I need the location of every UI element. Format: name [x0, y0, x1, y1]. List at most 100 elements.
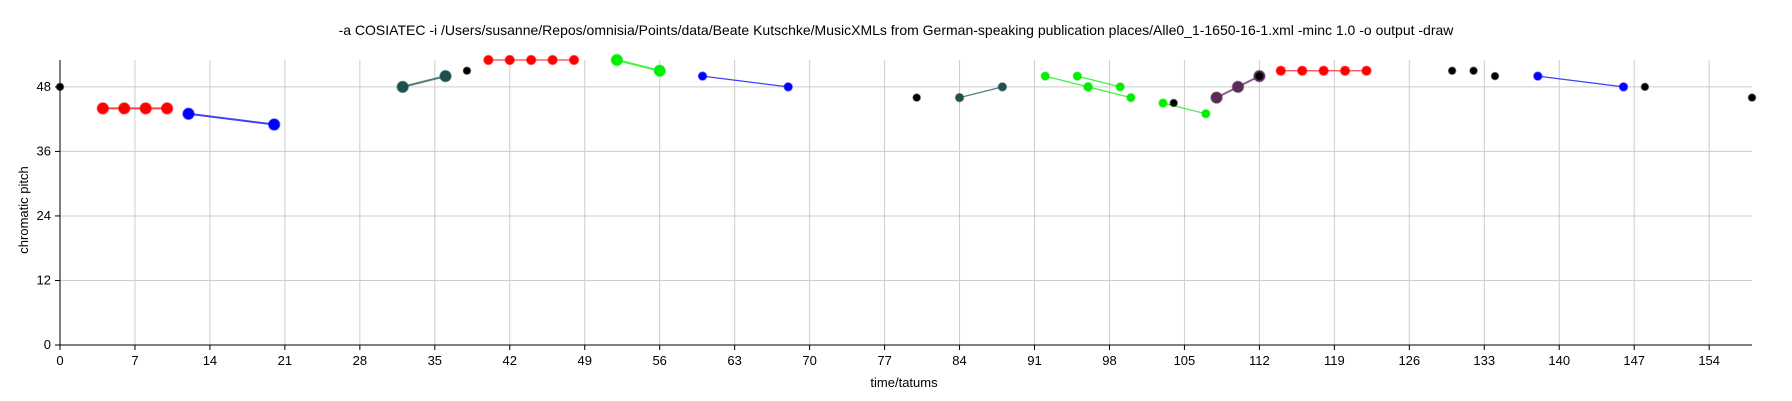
x-tick-label: 0 — [56, 353, 63, 368]
x-tick-label: 91 — [1027, 353, 1041, 368]
data-point — [1231, 80, 1245, 94]
x-tick-label: 98 — [1102, 353, 1116, 368]
x-axis-label: time/tatums — [870, 375, 938, 390]
data-point — [439, 69, 452, 83]
data-point — [1169, 98, 1178, 108]
data-point — [96, 102, 110, 115]
pattern-green — [610, 53, 666, 78]
x-tick-label: 70 — [802, 353, 816, 368]
data-point — [954, 92, 965, 103]
x-tick-label: 105 — [1174, 353, 1196, 368]
data-point — [1083, 82, 1093, 92]
data-point — [547, 54, 558, 66]
x-tick-label: 28 — [353, 353, 367, 368]
data-point — [1210, 91, 1223, 104]
data-point — [1255, 71, 1264, 81]
x-tick-label: 7 — [131, 353, 138, 368]
data-point — [504, 54, 516, 66]
pattern-black — [1169, 98, 1178, 108]
data-point — [1126, 92, 1136, 103]
pattern-black — [1447, 66, 1457, 76]
pattern-red — [483, 54, 580, 66]
pattern-black — [1747, 93, 1757, 102]
data-point — [1469, 66, 1478, 76]
data-point — [1158, 98, 1168, 108]
pattern-line — [1537, 75, 1624, 88]
data-point — [160, 102, 174, 115]
pattern-black — [55, 82, 65, 92]
pattern-red — [96, 102, 174, 115]
pattern-red — [1275, 65, 1372, 77]
data-point — [1201, 109, 1211, 119]
data-point — [462, 66, 472, 76]
x-tick-label: 126 — [1398, 353, 1420, 368]
data-point — [1447, 66, 1457, 76]
pattern-blue — [182, 107, 281, 131]
x-tick-label: 140 — [1548, 353, 1570, 368]
data-point — [912, 93, 921, 102]
pattern-line — [1077, 75, 1121, 88]
grid-layer — [60, 60, 1752, 345]
data-point — [1640, 82, 1650, 92]
pattern-black — [1255, 71, 1264, 81]
y-tick-label: 48 — [37, 79, 51, 94]
x-tick-label: 56 — [652, 353, 666, 368]
chart-title: -a COSIATEC -i /Users/susanne/Repos/omni… — [339, 22, 1455, 38]
data-point — [783, 82, 793, 92]
pattern-blue — [697, 71, 793, 92]
x-tick-label: 112 — [1249, 353, 1270, 368]
data-point — [118, 102, 131, 115]
data-point — [1318, 65, 1329, 77]
pattern-line — [402, 75, 446, 88]
data-point — [653, 64, 666, 78]
data-point — [1618, 82, 1629, 92]
data-point — [568, 54, 580, 66]
pattern-teal — [954, 82, 1008, 103]
pattern-line — [1087, 86, 1132, 99]
y-tick-label: 12 — [37, 272, 51, 287]
data-point — [997, 82, 1008, 92]
pattern-line — [702, 75, 789, 88]
x-tick-label: 35 — [428, 353, 442, 368]
data-point — [1296, 65, 1308, 77]
pattern-line — [1045, 75, 1089, 88]
axis-layer — [55, 60, 1752, 350]
x-tick-label: 21 — [278, 353, 292, 368]
pattern-black — [462, 66, 472, 76]
data-point — [182, 107, 195, 121]
pattern-black — [1640, 82, 1650, 92]
x-tick-label: 84 — [952, 353, 966, 368]
pattern-teal — [396, 69, 452, 94]
series-layer — [55, 53, 1757, 131]
x-tick-label: 14 — [203, 353, 217, 368]
data-point — [1040, 71, 1050, 81]
y-tick-label: 24 — [37, 208, 51, 223]
data-point — [1361, 65, 1372, 77]
data-point — [610, 53, 624, 67]
pattern-line — [188, 112, 275, 126]
x-tick-label: 49 — [577, 353, 591, 368]
x-tick-label: 63 — [727, 353, 741, 368]
x-tick-label: 147 — [1623, 353, 1645, 368]
pattern-black — [912, 93, 921, 102]
x-tick-label: 154 — [1698, 353, 1720, 368]
data-point — [1115, 82, 1125, 92]
data-point — [1533, 71, 1543, 81]
data-point — [1275, 65, 1287, 77]
data-point — [267, 118, 281, 131]
pattern-line — [616, 59, 660, 72]
x-tick-label: 133 — [1473, 353, 1495, 368]
pattern-green — [1072, 71, 1125, 92]
data-point — [1490, 71, 1500, 81]
pattern-black — [1469, 66, 1478, 76]
x-tick-label: 119 — [1324, 353, 1345, 368]
data-point — [55, 82, 65, 92]
pattern-black — [1490, 71, 1500, 81]
pattern-blue — [1533, 71, 1629, 92]
data-point — [1072, 71, 1083, 81]
data-point — [697, 71, 708, 81]
y-tick-label: 36 — [37, 143, 51, 158]
tick-label-layer: 0 7 14 21 28 35 42 49 56 63 70 77 84 91 98 105 112 119 126… — [37, 79, 1720, 368]
pattern-green — [1083, 82, 1136, 103]
